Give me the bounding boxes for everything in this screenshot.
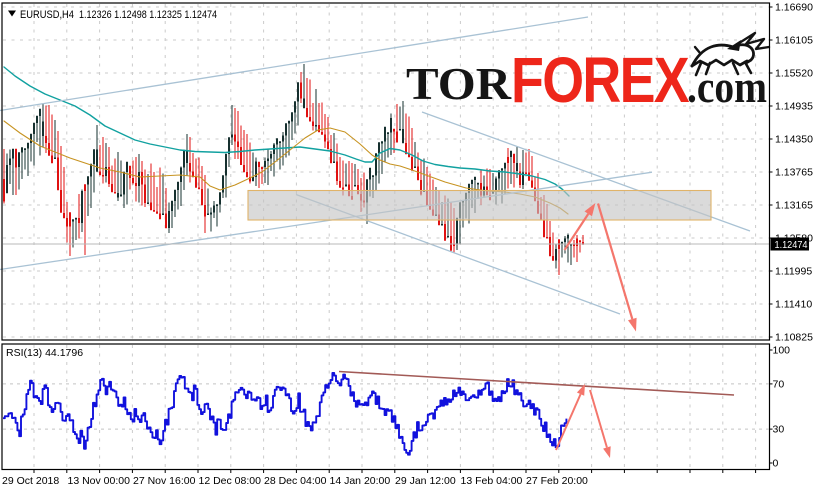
svg-text:1.16105: 1.16105 xyxy=(775,35,813,47)
svg-text:100: 100 xyxy=(773,345,791,357)
svg-text:1.13765: 1.13765 xyxy=(775,167,813,179)
svg-text:1.11995: 1.11995 xyxy=(775,266,812,278)
svg-text:1.15520: 1.15520 xyxy=(775,68,813,80)
svg-text:13 Nov 00:00: 13 Nov 00:00 xyxy=(68,475,131,487)
svg-text:29 Jan 12:00: 29 Jan 12:00 xyxy=(395,475,456,487)
svg-text:EURUSD,H4: EURUSD,H4 xyxy=(20,9,74,21)
svg-text:1.12326 1.12498 1.12325 1.1247: 1.12326 1.12498 1.12325 1.12474 xyxy=(79,9,217,21)
svg-text:0: 0 xyxy=(773,458,779,470)
svg-text:27 Nov 16:00: 27 Nov 16:00 xyxy=(133,475,196,487)
svg-text:TOR: TOR xyxy=(406,59,512,109)
svg-text:70: 70 xyxy=(773,378,785,390)
svg-text:1.13165: 1.13165 xyxy=(775,200,813,212)
svg-text:28 Dec 04:00: 28 Dec 04:00 xyxy=(264,475,327,487)
svg-text:30: 30 xyxy=(773,424,785,436)
svg-text:RSI(13) 44.1796: RSI(13) 44.1796 xyxy=(6,347,83,359)
svg-text:14 Jan 20:00: 14 Jan 20:00 xyxy=(330,475,391,487)
svg-text:27 Feb 20:00: 27 Feb 20:00 xyxy=(526,475,588,487)
svg-text:.com: .com xyxy=(687,61,767,112)
svg-text:1.10825: 1.10825 xyxy=(775,332,813,344)
svg-text:1.14935: 1.14935 xyxy=(775,101,813,113)
svg-text:12 Dec 08:00: 12 Dec 08:00 xyxy=(199,475,262,487)
svg-text:FOREX: FOREX xyxy=(511,44,690,116)
svg-text:1.16690: 1.16690 xyxy=(775,2,813,14)
svg-text:1.12474: 1.12474 xyxy=(775,239,808,251)
svg-text:1.14350: 1.14350 xyxy=(775,134,813,146)
svg-text:29 Oct 2018: 29 Oct 2018 xyxy=(2,475,59,487)
svg-text:1.11410: 1.11410 xyxy=(775,299,812,311)
svg-text:13 Feb 04:00: 13 Feb 04:00 xyxy=(461,475,523,487)
